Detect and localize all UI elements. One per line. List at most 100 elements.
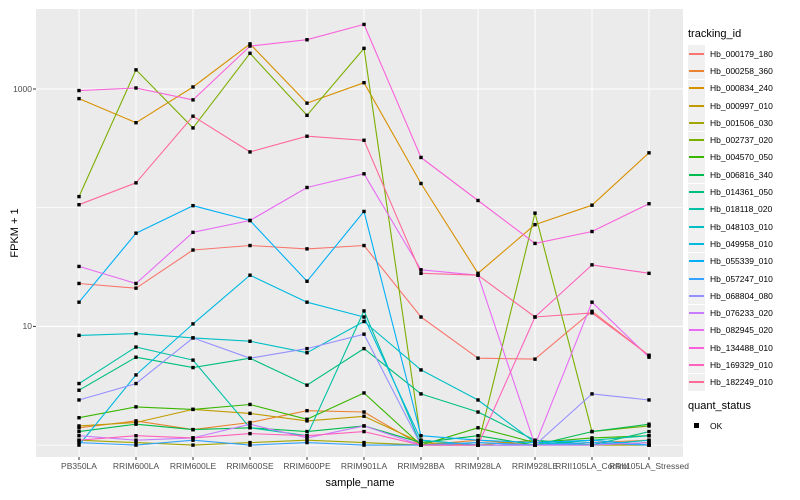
data-point-Hb_169329_010 [248, 431, 252, 436]
legend-item-label: Hb_000179_180 [710, 48, 773, 59]
legend-color-segment [689, 225, 704, 228]
legend-item-label: Hb_055339_010 [710, 256, 773, 267]
legend-color-segment [689, 381, 704, 384]
data-point-Hb_049958_010 [191, 322, 195, 326]
data-point-Hb_082945_020 [533, 443, 537, 447]
data-point-Hb_004570_050 [305, 417, 309, 421]
data-point-Hb_055339_010 [362, 209, 366, 214]
data-point-Hb_049958_010 [248, 273, 252, 277]
data-point-Hb_057247_010 [476, 440, 480, 445]
data-point-Hb_014361_050 [191, 365, 195, 370]
legend-color-segment [689, 104, 704, 107]
data-point-Hb_068804_080 [305, 346, 309, 351]
legend-color-segment [689, 121, 704, 124]
legend-color-segment [689, 329, 704, 332]
data-point-Hb_082945_020 [248, 218, 252, 223]
data-point-Hb_000834_240 [419, 181, 423, 186]
x-axis-title: sample_name [325, 477, 395, 489]
data-point-Hb_000179_180 [134, 286, 138, 290]
legend-color-segment [689, 363, 704, 366]
data-point-Hb_000179_180 [305, 247, 309, 251]
y-axis-title: FPKM + 1 [9, 208, 21, 258]
legend-tracking-items: Hb_000179_180 Hb_000258_360 Hb_000834_240 H… [688, 45, 800, 391]
data-point-Hb_134488_010 [476, 198, 480, 203]
legend-item-label: Hb_006816_340 [710, 169, 773, 180]
x-tick-label-RRIM600PE: RRIM600PE [283, 461, 331, 471]
data-point-Hb_182249_010 [191, 114, 195, 118]
data-point-Hb_002737_020 [533, 211, 537, 215]
data-point-Hb_001506_030 [134, 440, 138, 445]
legend-item-Hb_169329_010: Hb_169329_010 [688, 356, 800, 374]
legend-color-segment [689, 52, 704, 55]
legend-item-Hb_000834_240: Hb_000834_240 [688, 79, 800, 97]
legend-item-label: Hb_169329_010 [710, 359, 773, 370]
data-point-Hb_014361_050 [77, 388, 81, 392]
data-point-Hb_055339_010 [191, 203, 195, 208]
data-point-Hb_048103_010 [419, 368, 423, 372]
data-point-Hb_134488_010 [77, 88, 81, 93]
data-point-Hb_000834_240 [590, 203, 594, 207]
data-point-Hb_000834_240 [77, 96, 81, 101]
data-point-Hb_004570_050 [248, 402, 252, 407]
data-point-Hb_182249_010 [305, 134, 309, 138]
legend-item-Hb_018118_020: Hb_018118_020 [688, 200, 800, 218]
data-point-Hb_049958_010 [77, 443, 81, 447]
data-point-Hb_082945_020 [419, 268, 423, 272]
legend-item-label: Hb_002737_020 [710, 135, 773, 146]
legend-item-label: Hb_000834_240 [710, 83, 773, 94]
data-point-Hb_182249_010 [590, 311, 594, 315]
data-point-Hb_169329_010 [419, 443, 423, 447]
legend-item-Hb_076233_020: Hb_076233_020 [688, 304, 800, 322]
data-point-Hb_000834_240 [248, 42, 252, 46]
data-point-Hb_076233_020 [362, 424, 366, 428]
data-point-Hb_182249_010 [134, 181, 138, 185]
data-point-Hb_134488_010 [533, 241, 537, 246]
legend-color-segment [689, 69, 704, 72]
data-point-Hb_057247_010 [590, 440, 594, 445]
data-point-Hb_000258_360 [362, 410, 366, 414]
data-point-Hb_048103_010 [248, 339, 252, 343]
legend-key-line-icon [688, 252, 705, 270]
data-point-Hb_134488_010 [419, 155, 423, 160]
data-point-Hb_068804_080 [647, 398, 651, 402]
data-point-Hb_002737_020 [191, 126, 195, 130]
legend-item-Hb_014361_050: Hb_014361_050 [688, 183, 800, 201]
panel-background [36, 9, 683, 457]
legend-key-line-icon [688, 339, 705, 357]
data-point-Hb_000997_010 [77, 424, 81, 428]
data-point-Hb_068804_080 [191, 336, 195, 340]
legend-item-Hb_004570_050: Hb_004570_050 [688, 148, 800, 166]
x-tick-label-PB350LA: PB350LA [61, 461, 97, 471]
data-point-Hb_000179_180 [476, 356, 480, 360]
data-point-Hb_055339_010 [590, 438, 594, 442]
data-point-Hb_082945_020 [590, 300, 594, 304]
legend-key-line-icon [688, 148, 705, 166]
legend-item-Hb_055339_010: Hb_055339_010 [688, 252, 800, 270]
data-point-Hb_002737_020 [77, 194, 81, 199]
data-point-Hb_049958_010 [134, 373, 138, 377]
data-point-Hb_057247_010 [134, 443, 138, 447]
legend-key-line-icon [688, 287, 705, 305]
legend-item-label: Hb_134488_010 [710, 342, 773, 353]
data-point-Hb_014361_050 [134, 355, 138, 359]
data-point-Hb_055339_010 [305, 279, 309, 283]
data-point-Hb_055339_010 [77, 300, 81, 304]
x-tick-label-RRIM600SE: RRIM600SE [226, 461, 274, 471]
x-tick-label-RRIM928LA: RRIM928LA [454, 461, 502, 471]
data-point-Hb_048103_010 [305, 351, 309, 355]
data-point-Hb_076233_020 [77, 434, 81, 438]
data-point-Hb_057247_010 [305, 440, 309, 445]
data-point-Hb_018118_020 [248, 426, 252, 430]
legend-item-label: Hb_000258_360 [710, 65, 773, 76]
legend-key-line-icon [688, 97, 705, 115]
data-point-Hb_014361_050 [305, 383, 309, 387]
legend: tracking_id Hb_000179_180 Hb_000258_360 Hb… [688, 28, 800, 434]
data-point-Hb_068804_080 [77, 398, 81, 402]
legend-item-Hb_000258_360: Hb_000258_360 [688, 62, 800, 80]
data-point-Hb_006816_340 [590, 429, 594, 434]
data-point-Hb_068804_080 [134, 381, 138, 386]
legend-color-segment [689, 294, 704, 297]
legend-item-Hb_048103_010: Hb_048103_010 [688, 218, 800, 236]
data-point-Hb_018118_020 [77, 381, 81, 386]
